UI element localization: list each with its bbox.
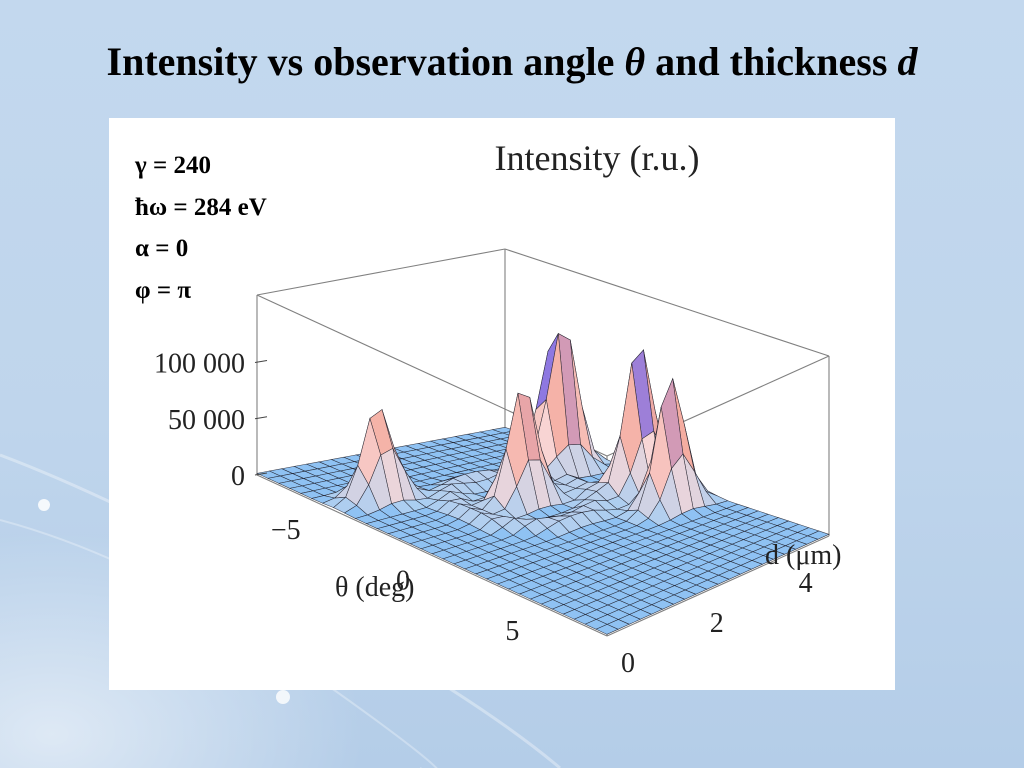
param-gamma: γ = 240 [135, 152, 211, 179]
plot-box-front-edge-1 [606, 535, 830, 637]
theta-tick-label: 0 [396, 566, 410, 597]
param-alpha: α = 0 [135, 235, 189, 262]
d-axis-label: d (μm) [765, 540, 841, 571]
z-tick-mark [254, 360, 268, 363]
d-tick-label: 0 [621, 648, 635, 679]
theta-tick-label: 5 [505, 616, 519, 647]
theta-axis-label: θ (deg) [335, 572, 415, 603]
param-photon-energy: ħω = 284 eV [135, 193, 267, 221]
parameters-box: γ = 240 ħω = 284 eV α = 0 φ = π [135, 145, 267, 311]
z-tick-label: 100 000 [154, 349, 245, 380]
z-tick-mark [254, 472, 268, 476]
theta-tick-label: −5 [271, 515, 301, 546]
plot-panel: Intensity (r.u.) 0 50 000 100 000 −5 0 5 0 2 4 θ (… [109, 118, 895, 690]
d-tick-label: 2 [710, 608, 724, 639]
surface-plot: Intensity (r.u.) 0 50 000 100 000 −5 0 5 0 2 4 θ (… [154, 138, 841, 679]
plot-title: Intensity (r.u.) [495, 138, 700, 178]
plot-box-edge-3 [256, 248, 506, 296]
surface-patch [595, 624, 619, 635]
param-phi: φ = π [135, 276, 192, 304]
slide-title: Intensity vs observation angle θ and thi… [106, 39, 918, 84]
plot-box-front-edge-0 [256, 474, 608, 637]
z-tick-label: 50 000 [168, 405, 245, 436]
z-tick-mark [254, 416, 268, 420]
plot-box-edge-4 [504, 248, 830, 357]
z-tick-label: 0 [231, 461, 245, 492]
d-tick-label: 4 [799, 568, 813, 599]
